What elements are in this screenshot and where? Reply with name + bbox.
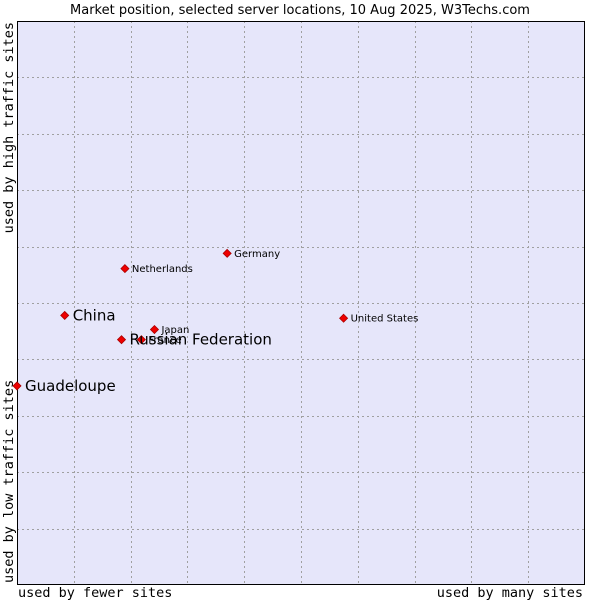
point-marker	[136, 335, 146, 345]
point-marker	[60, 310, 70, 320]
point-france: France	[136, 335, 182, 346]
point-netherlands: Netherlands	[120, 264, 193, 275]
plot-border	[17, 21, 585, 585]
point-marker	[120, 264, 130, 274]
y-axis-label-bottom: used by low traffic sites	[1, 380, 17, 583]
x-axis-label-left: used by fewer sites	[18, 585, 172, 600]
point-japan: Japan	[149, 324, 189, 336]
point-label: China	[73, 306, 116, 324]
point-russian-federation: Russian Federation	[116, 331, 272, 349]
point-united-states: United States	[339, 313, 419, 325]
point-marker	[12, 381, 22, 391]
point-marker	[116, 335, 127, 345]
x-axis-label-right: used by many sites	[437, 585, 583, 600]
chart-title: Market position, selected server locatio…	[70, 3, 530, 18]
point-china: China	[60, 306, 116, 324]
point-label: United States	[351, 314, 419, 325]
grid-lines	[17, 21, 585, 585]
point-marker	[339, 313, 349, 323]
data-points: Germany Netherlands China United States Japa…	[12, 248, 419, 395]
point-germany: Germany	[222, 248, 280, 260]
point-marker	[149, 324, 160, 335]
point-guadeloupe: Guadeloupe	[12, 377, 116, 395]
point-label: Guadeloupe	[25, 377, 116, 395]
point-label: France	[148, 335, 181, 346]
point-label: Japan	[160, 325, 189, 336]
point-label: Germany	[234, 249, 280, 260]
point-label: Netherlands	[132, 264, 193, 275]
point-marker	[222, 248, 232, 258]
y-axis-label-top: used by high traffic sites	[1, 22, 17, 233]
point-label: Russian Federation	[130, 331, 272, 349]
